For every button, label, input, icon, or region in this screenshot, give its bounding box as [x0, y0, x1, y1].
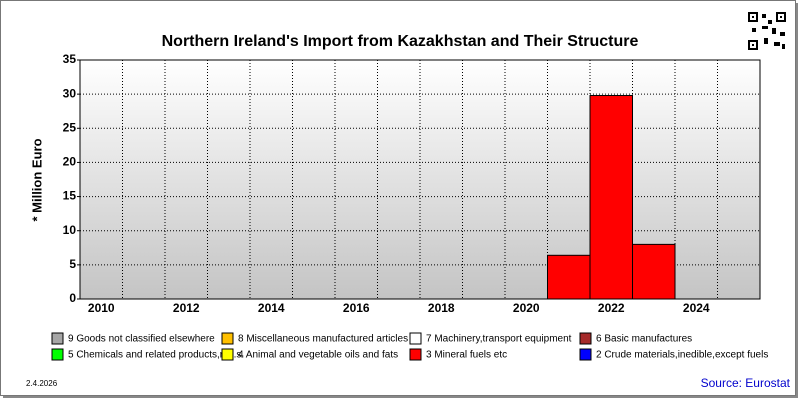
x-tick-label: 2024 [683, 301, 710, 315]
x-tick-label: 2018 [428, 301, 455, 315]
chart-title: Northern Ireland's Import from Kazakhsta… [162, 33, 639, 50]
legend-swatch [579, 332, 592, 345]
qr-code [748, 12, 786, 50]
legend-label: 8 Miscellaneous manufactured articles [238, 334, 408, 345]
x-tick-label: 2014 [258, 301, 285, 315]
x-tick-label: 2010 [88, 301, 115, 315]
legend-label: 5 Chemicals and related products,n.e.s. [68, 350, 244, 361]
legend-label: 3 Mineral fuels etc [426, 350, 507, 361]
legend-swatch [579, 348, 592, 361]
date: 2.4.2026 [26, 379, 58, 388]
y-tick-label: 5 [69, 257, 76, 271]
legend-label: 2 Crude materials,inedible,except fuels [596, 350, 768, 361]
x-tick-label: 2012 [173, 301, 200, 315]
legend-label: 4 Animal and vegetable oils and fats [238, 350, 398, 361]
x-tick-label: 2016 [343, 301, 370, 315]
legend-swatch [51, 332, 64, 345]
legend-swatch [221, 332, 234, 345]
bar [589, 95, 633, 300]
legend-swatch [221, 348, 234, 361]
y-tick-label: 15 [63, 189, 77, 203]
plot-border [79, 59, 761, 300]
x-tick-label: 2020 [513, 301, 540, 315]
y-tick-label: 35 [63, 52, 77, 66]
legend-label: 6 Basic manufactures [596, 334, 692, 345]
bar [632, 243, 676, 300]
legend-swatch [409, 348, 422, 361]
legend-swatch [51, 348, 64, 361]
legend-label: 7 Machinery,transport equipment [426, 334, 572, 345]
y-tick-label: 30 [63, 86, 77, 100]
y-tick-label: 10 [63, 223, 77, 237]
source: Source: Eurostat [701, 376, 791, 390]
y-axis-label: * Million Euro [29, 138, 44, 221]
legend-label: 9 Goods not classified elsewhere [68, 334, 215, 345]
bar [547, 254, 591, 300]
x-tick-label: 2022 [598, 301, 625, 315]
legend-swatch [409, 332, 422, 345]
y-tick-label: 0 [69, 291, 76, 305]
y-tick-label: 25 [63, 120, 77, 134]
y-tick-label: 20 [63, 155, 77, 169]
